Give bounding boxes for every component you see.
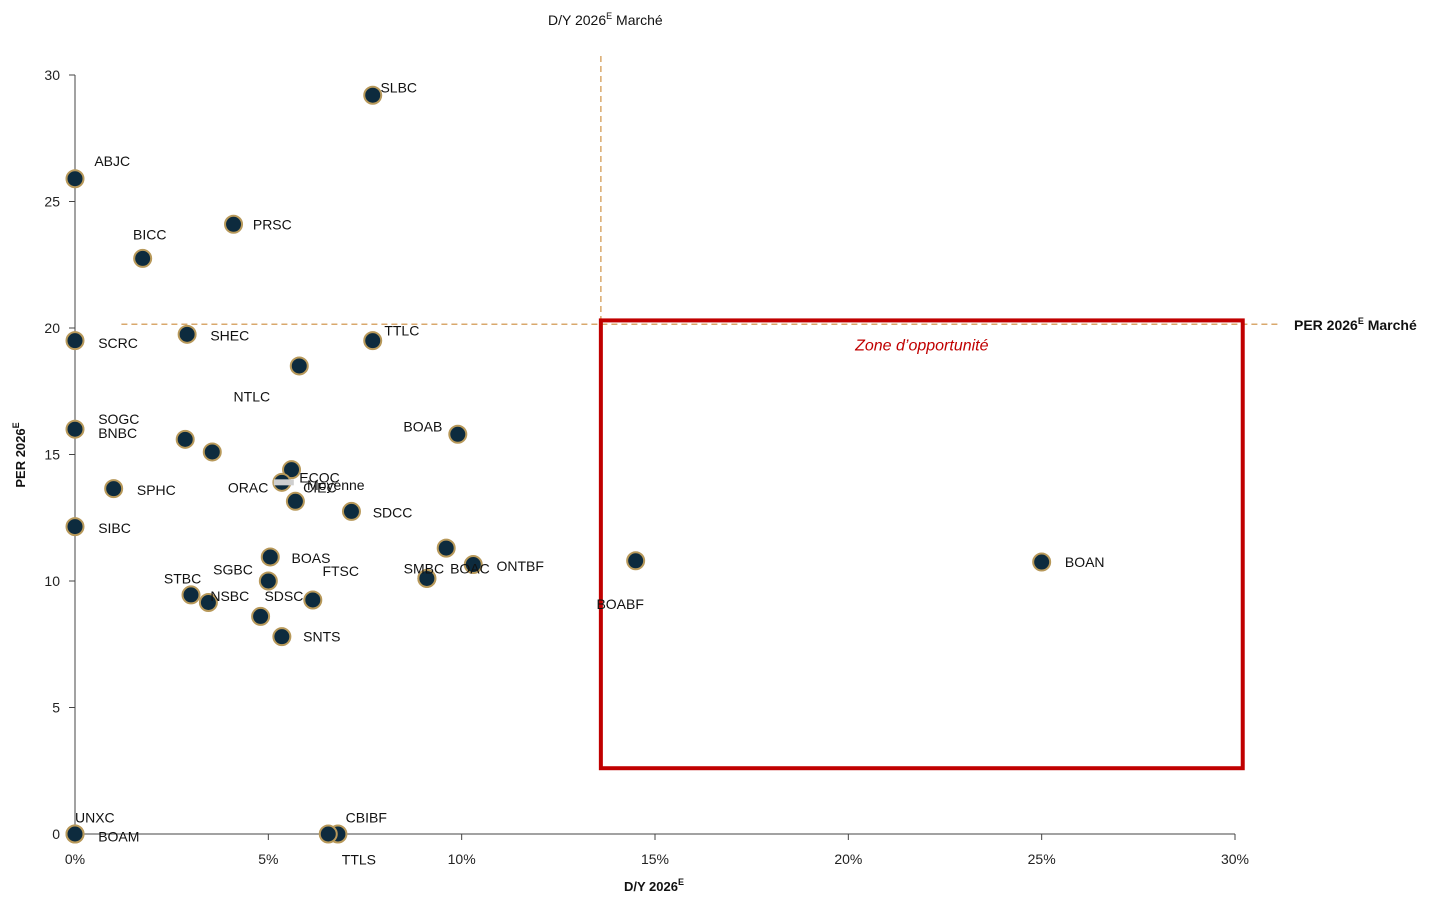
data-point — [175, 429, 195, 449]
data-point — [65, 824, 85, 844]
point-label: BOAS — [292, 550, 331, 566]
y-tick-label: 5 — [52, 700, 60, 716]
point-label: SDCC — [373, 505, 413, 521]
point-label: BOAM — [98, 829, 139, 845]
market-dy-label: D/Y 2026E Marché — [548, 11, 663, 28]
point-label: BOAC — [450, 560, 490, 576]
point-label: BOAB — [403, 419, 442, 435]
point-label: SCRC — [98, 335, 138, 351]
data-point — [282, 460, 302, 480]
data-point — [65, 517, 85, 537]
data-point — [285, 491, 305, 511]
point-label: BICC — [133, 226, 166, 242]
data-points — [65, 85, 1052, 844]
point-label: PRSC — [253, 216, 292, 232]
point-label: BOABF — [596, 596, 643, 612]
y-tick-label: 0 — [52, 826, 60, 842]
x-axis-title: D/Y 2026E — [624, 877, 684, 894]
data-point — [341, 501, 361, 521]
data-point — [202, 442, 222, 462]
point-label: ORAC — [228, 479, 268, 495]
x-tick-label: 10% — [448, 851, 476, 867]
data-point — [363, 331, 383, 351]
data-point — [272, 627, 292, 647]
point-label: SIBC — [98, 520, 131, 536]
point-label: NTLC — [234, 388, 271, 404]
data-point — [463, 555, 483, 575]
x-tick-label: 5% — [258, 851, 278, 867]
point-label: CBIBF — [346, 810, 387, 826]
data-point — [258, 571, 278, 591]
data-point — [251, 606, 271, 626]
data-point — [417, 568, 437, 588]
data-point — [318, 824, 338, 844]
point-label: ABJC — [94, 153, 130, 169]
point-label: SOGC — [98, 411, 139, 427]
mean-label: Moyenne — [307, 477, 365, 493]
point-label: ONTBF — [496, 558, 543, 574]
point-label: NSBC — [210, 588, 249, 604]
point-labels: SLBC ABJC PRSC BICC SCRC SHEC TTLC NTLC SOGCBNBC… — [75, 80, 1105, 868]
point-label: SLBC — [380, 80, 417, 96]
point-label: TTLC — [384, 323, 419, 339]
data-point — [448, 424, 468, 444]
point-label: BNBC — [98, 425, 137, 441]
y-tick-label: 25 — [44, 194, 60, 210]
data-point — [65, 169, 85, 189]
data-point — [198, 593, 218, 613]
point-label: STBC — [164, 570, 201, 586]
mean-marker — [273, 479, 294, 486]
axes: 0 5 10 15 20 25 30 0% 5% 10% 15% 20% 25% 30% D/Y 2026E… — [11, 67, 1249, 894]
point-label: SNTS — [303, 629, 340, 645]
data-point — [104, 479, 124, 499]
data-point — [1032, 552, 1052, 572]
data-point — [224, 214, 244, 234]
point-label: SPHC — [137, 482, 176, 498]
point-label: SDSC — [264, 588, 303, 604]
point-label: BOAN — [1065, 554, 1105, 570]
reference-lines: D/Y 2026E Marché PER 2026E Marché — [121, 11, 1417, 333]
opportunity-zone: Zone d’opportunité — [598, 318, 1245, 771]
opportunity-zone-box — [598, 318, 1245, 771]
data-point — [260, 547, 280, 567]
point-label: SGBC — [213, 562, 253, 578]
data-point — [363, 85, 383, 105]
x-tick-label: 20% — [834, 851, 862, 867]
data-point — [65, 331, 85, 351]
point-label: SMBC — [404, 560, 444, 576]
y-tick-label: 10 — [44, 573, 60, 589]
y-axis-title: PER 2026E — [11, 422, 28, 487]
opportunity-zone-label: Zone d’opportunité — [854, 337, 989, 354]
point-label: ECOC — [299, 469, 339, 485]
data-point — [177, 324, 197, 344]
data-point — [436, 538, 456, 558]
x-tick-label: 15% — [641, 851, 669, 867]
data-point — [133, 248, 153, 268]
y-tick-label: 20 — [44, 320, 60, 336]
data-point — [289, 356, 309, 376]
point-label: CIEC — [303, 479, 336, 495]
x-tick-label: 0% — [65, 851, 85, 867]
data-point — [303, 590, 323, 610]
y-tick-label: 15 — [44, 447, 60, 463]
x-tick-label: 30% — [1221, 851, 1249, 867]
point-label: FTSC — [322, 563, 359, 579]
market-per-label: PER 2026E Marché — [1294, 316, 1417, 333]
point-label: UNXC — [75, 810, 115, 826]
data-point — [181, 585, 201, 605]
point-label: TTLS — [342, 851, 376, 867]
data-point — [626, 551, 646, 571]
point-label: SHEC — [210, 328, 249, 344]
x-tick-label: 25% — [1028, 851, 1056, 867]
data-point — [65, 419, 85, 439]
y-tick-label: 30 — [44, 67, 60, 83]
